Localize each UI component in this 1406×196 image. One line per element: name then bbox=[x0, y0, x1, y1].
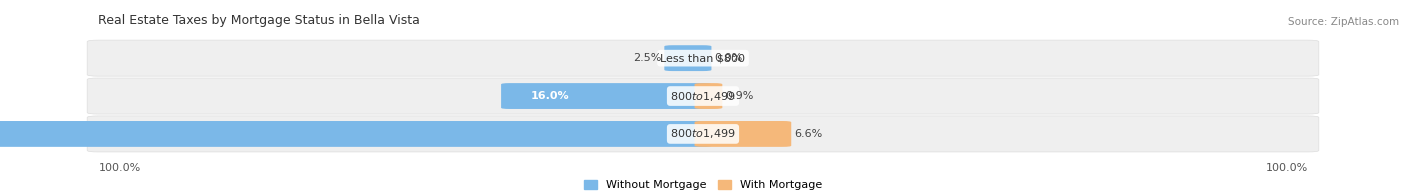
Text: $800 to $1,499: $800 to $1,499 bbox=[671, 90, 735, 103]
Text: 2.5%: 2.5% bbox=[633, 53, 661, 63]
Text: Source: ZipAtlas.com: Source: ZipAtlas.com bbox=[1288, 17, 1399, 27]
Text: 100.0%: 100.0% bbox=[98, 163, 141, 173]
Text: 6.6%: 6.6% bbox=[794, 129, 823, 139]
FancyBboxPatch shape bbox=[0, 121, 711, 147]
FancyBboxPatch shape bbox=[664, 45, 711, 71]
Text: 0.0%: 0.0% bbox=[714, 53, 742, 63]
Text: 0.9%: 0.9% bbox=[725, 91, 754, 101]
FancyBboxPatch shape bbox=[695, 121, 792, 147]
Text: Less than $800: Less than $800 bbox=[661, 53, 745, 63]
FancyBboxPatch shape bbox=[87, 40, 1319, 76]
Text: 100.0%: 100.0% bbox=[1265, 163, 1308, 173]
FancyBboxPatch shape bbox=[87, 116, 1319, 152]
FancyBboxPatch shape bbox=[695, 83, 723, 109]
Text: 16.0%: 16.0% bbox=[530, 91, 569, 101]
FancyBboxPatch shape bbox=[501, 83, 711, 109]
Text: Real Estate Taxes by Mortgage Status in Bella Vista: Real Estate Taxes by Mortgage Status in … bbox=[98, 15, 420, 27]
Legend: Without Mortgage, With Mortgage: Without Mortgage, With Mortgage bbox=[583, 180, 823, 191]
Text: $800 to $1,499: $800 to $1,499 bbox=[671, 127, 735, 140]
FancyBboxPatch shape bbox=[87, 78, 1319, 114]
